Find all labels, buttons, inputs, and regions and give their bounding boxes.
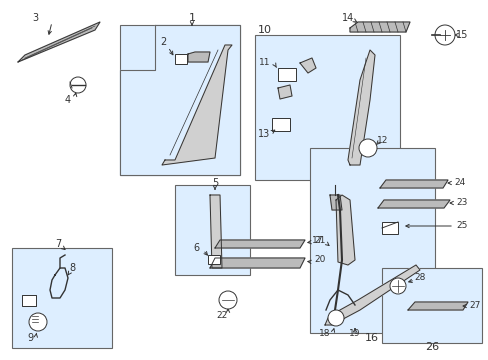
Text: 11: 11 [259, 58, 270, 67]
Polygon shape [278, 85, 291, 99]
Polygon shape [349, 22, 409, 32]
Text: 26: 26 [424, 342, 438, 352]
Circle shape [29, 313, 47, 331]
Text: 20: 20 [314, 256, 325, 265]
Text: 5: 5 [211, 178, 218, 188]
Text: 28: 28 [413, 274, 425, 283]
Text: 24: 24 [453, 177, 465, 186]
Text: 17: 17 [312, 235, 323, 244]
Bar [309, 148, 434, 333]
Text: 10: 10 [258, 25, 271, 35]
Text: 23: 23 [455, 198, 467, 207]
Bar [175, 185, 249, 275]
Polygon shape [335, 195, 354, 265]
Bar [278, 68, 295, 81]
Bar [12, 248, 112, 348]
Polygon shape [325, 265, 419, 325]
Text: 13: 13 [257, 129, 269, 139]
Polygon shape [329, 195, 341, 210]
Polygon shape [215, 240, 305, 248]
Text: 22: 22 [216, 310, 227, 320]
Bar [254, 35, 399, 180]
Circle shape [434, 25, 454, 45]
Text: 2: 2 [160, 37, 166, 47]
Circle shape [219, 291, 237, 309]
Polygon shape [162, 45, 231, 165]
Text: 19: 19 [348, 329, 360, 338]
Polygon shape [209, 258, 305, 268]
Text: 27: 27 [468, 301, 480, 310]
Polygon shape [377, 200, 449, 208]
Bar [381, 268, 481, 343]
Bar [175, 54, 186, 64]
Text: 14: 14 [341, 13, 353, 23]
Circle shape [358, 139, 376, 157]
Bar [207, 255, 220, 264]
Text: 12: 12 [377, 135, 388, 144]
Circle shape [389, 278, 405, 294]
Bar [271, 118, 289, 131]
Polygon shape [120, 25, 240, 175]
Bar [381, 222, 397, 234]
Polygon shape [379, 180, 447, 188]
Polygon shape [209, 195, 222, 268]
Text: 1: 1 [188, 13, 195, 23]
Polygon shape [299, 58, 315, 73]
Circle shape [70, 77, 86, 93]
Text: 4: 4 [65, 95, 71, 105]
Text: 6: 6 [193, 243, 199, 253]
Text: 3: 3 [32, 13, 38, 23]
Text: 16: 16 [364, 333, 378, 343]
Text: 18: 18 [319, 329, 330, 338]
Polygon shape [18, 22, 100, 62]
Circle shape [327, 310, 343, 326]
Text: 21: 21 [314, 235, 325, 244]
Text: 7: 7 [55, 239, 61, 249]
Bar [22, 295, 36, 306]
Text: 25: 25 [455, 220, 467, 230]
Polygon shape [407, 302, 467, 310]
Polygon shape [187, 52, 209, 62]
Text: 9: 9 [27, 333, 33, 343]
Text: 8: 8 [69, 263, 75, 273]
Bar [120, 25, 240, 175]
Polygon shape [347, 50, 374, 165]
Text: 15: 15 [455, 30, 467, 40]
